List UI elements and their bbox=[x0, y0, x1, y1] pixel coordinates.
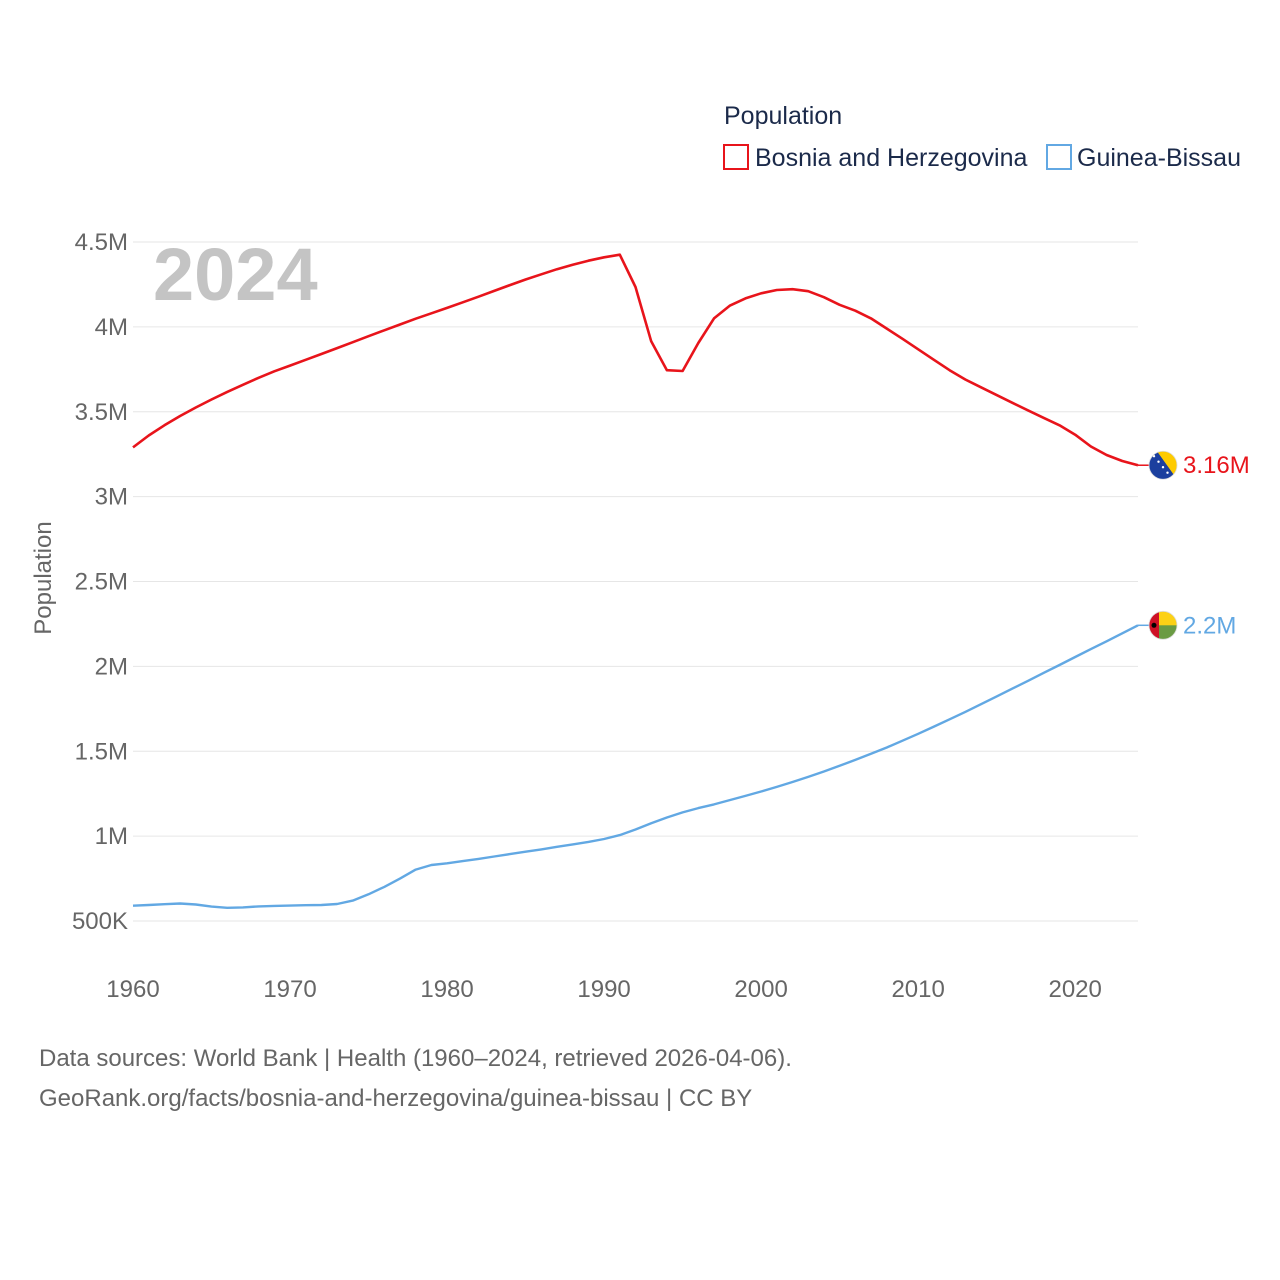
y-tick-label: 1M bbox=[95, 823, 128, 850]
series-line-0[interactable] bbox=[132, 253, 1139, 467]
y-tick-label: 3.5M bbox=[75, 399, 128, 426]
x-tick-label: 1960 bbox=[106, 976, 159, 1003]
y-tick-label: 2.5M bbox=[75, 569, 128, 596]
year-watermark: 2024 bbox=[153, 233, 318, 316]
series-line-1[interactable] bbox=[132, 624, 1139, 909]
legend-swatch-bosnia[interactable] bbox=[723, 144, 749, 170]
legend-label-bosnia: Bosnia and Herzegovina bbox=[755, 144, 1027, 172]
y-axis-ticks: 500K 1M 1.5M 2M 2.5M 3M 3.5M 4M 4.5M bbox=[72, 229, 128, 935]
legend: Population Bosnia and Herzegovina Guinea… bbox=[723, 102, 1241, 172]
grid-lines bbox=[133, 241, 1138, 922]
data-source-note: Data sources: World Bank | Health (1960–… bbox=[39, 1045, 792, 1072]
x-tick-label: 2000 bbox=[734, 976, 787, 1003]
series-end-markers: 3.16M 2.2M bbox=[1138, 450, 1250, 640]
x-tick-label: 1980 bbox=[420, 976, 473, 1003]
legend-item-bosnia[interactable]: Bosnia and Herzegovina bbox=[723, 144, 1027, 172]
end-value-label-0: 3.16M bbox=[1183, 452, 1250, 479]
x-axis-ticks: 1960 1970 1980 1990 2000 2010 2020 bbox=[106, 976, 1102, 1003]
y-tick-label: 4.5M bbox=[75, 229, 128, 256]
series-lines bbox=[132, 253, 1139, 909]
end-value-label-1: 2.2M bbox=[1183, 612, 1236, 639]
y-tick-label: 2M bbox=[95, 653, 128, 680]
bosnia-flag-icon bbox=[1148, 450, 1178, 480]
legend-swatch-guinea-bissau[interactable] bbox=[1046, 144, 1072, 170]
y-axis-label: Population bbox=[30, 521, 57, 634]
x-tick-label: 2020 bbox=[1048, 976, 1101, 1003]
y-tick-label: 500K bbox=[72, 908, 128, 935]
legend-title: Population bbox=[724, 102, 842, 130]
y-tick-label: 4M bbox=[95, 314, 128, 341]
guinea-bissau-flag-icon bbox=[1148, 610, 1178, 640]
x-tick-label: 1970 bbox=[263, 976, 316, 1003]
legend-item-guinea-bissau[interactable]: Guinea-Bissau bbox=[1046, 144, 1241, 172]
source-url-license: GeoRank.org/facts/bosnia-and-herzegovina… bbox=[39, 1085, 753, 1112]
x-tick-label: 1990 bbox=[577, 976, 630, 1003]
y-tick-label: 3M bbox=[95, 484, 128, 511]
y-tick-label: 1.5M bbox=[75, 738, 128, 765]
x-tick-label: 2010 bbox=[891, 976, 944, 1003]
legend-label-guinea-bissau: Guinea-Bissau bbox=[1077, 144, 1241, 172]
